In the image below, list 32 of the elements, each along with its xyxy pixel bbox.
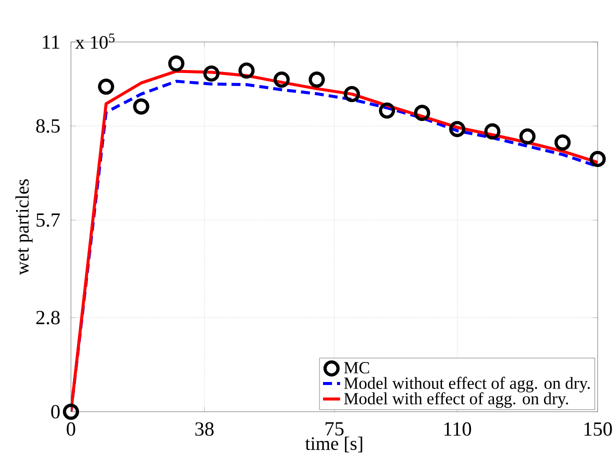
point xyxy=(414,104,430,122)
y-axis-title: wet particles xyxy=(15,179,33,276)
annotation: x 10$^{5}$ xyxy=(75,34,115,49)
legend-label: Model with effect of agg. on dry. xyxy=(344,392,568,408)
point xyxy=(449,121,466,138)
y-tick-label: 2.8 xyxy=(36,310,60,325)
point xyxy=(378,102,396,119)
point xyxy=(98,78,114,95)
point xyxy=(238,62,255,79)
point xyxy=(590,150,606,168)
y-tick-label: 0 xyxy=(51,405,60,419)
point xyxy=(274,72,290,88)
x-axis-title: time [s] xyxy=(305,436,362,452)
point xyxy=(484,123,500,140)
y-tick-label: 8.5 xyxy=(36,119,60,133)
point xyxy=(519,128,536,145)
point xyxy=(554,134,571,151)
x-tick-label: 38 xyxy=(195,422,214,436)
point xyxy=(62,404,80,420)
y-tick-label: 5.7 xyxy=(36,214,60,227)
x-tick-label: 0 xyxy=(66,422,76,436)
x-tick-label: 150 xyxy=(584,422,612,436)
point xyxy=(203,66,220,82)
x-tick-label: 110 xyxy=(444,422,472,436)
point xyxy=(344,86,360,102)
y-tick-label: 11 xyxy=(42,35,60,49)
legend-label: MC xyxy=(344,362,370,374)
legend-label: Model without effect of agg. on dry. xyxy=(344,376,590,393)
point xyxy=(133,98,150,115)
point xyxy=(308,72,325,88)
point xyxy=(168,56,184,72)
x-tick-label: 75 xyxy=(326,422,344,436)
